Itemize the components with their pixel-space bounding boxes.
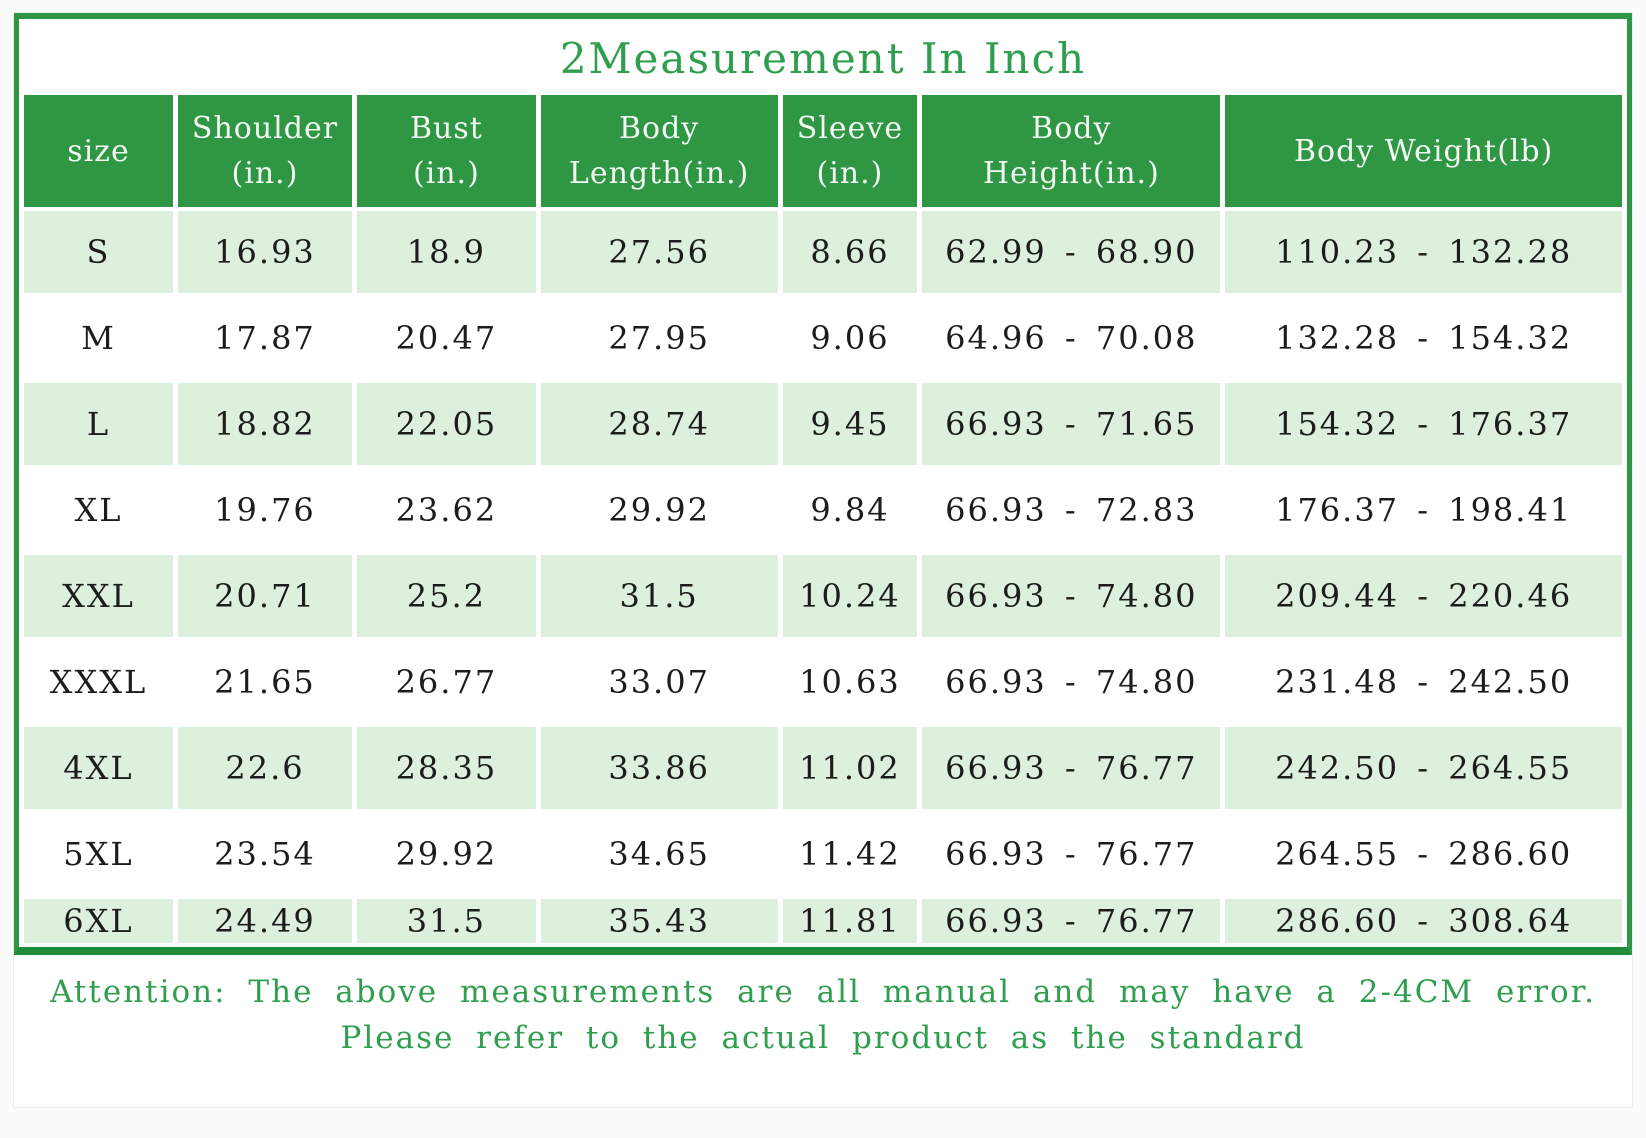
table-row: XXL 20.71 25.2 31.5 10.24 66.93 - 74.80 209.44…	[24, 555, 1622, 637]
value-cell: 64.96 - 70.08	[945, 319, 1198, 357]
value-cell: 29.92	[608, 491, 710, 529]
value-cell: 66.93 - 71.65	[922, 383, 1221, 465]
header-cell-line: Body Weight(lb)	[1293, 133, 1554, 169]
size-chart-card: 2Measurement In Inch size Shoulder (in.) Bu…	[13, 12, 1633, 1108]
header-cell-line: Body	[619, 111, 700, 146]
size-cell: 6XL	[24, 899, 173, 943]
size-cell: L	[24, 383, 173, 465]
value-cell: 33.86	[540, 727, 778, 809]
value-cell: 22.05	[357, 383, 536, 465]
value-cell: 62.99 - 68.90	[922, 211, 1221, 293]
value-cell: 34.65	[608, 835, 710, 873]
value-cell: 16.93	[177, 211, 352, 293]
value-cell: 8.66	[782, 211, 918, 293]
size-cell: XXL	[24, 555, 173, 637]
value-cell: 176.37 - 198.41	[1275, 491, 1573, 529]
value-cell: 154.32 - 176.37	[1225, 383, 1622, 465]
value-cell: 66.93 - 76.77	[922, 727, 1221, 809]
table-row: XL 19.76 23.62 29.92 9.84 66.93 - 72.83 176.37…	[24, 469, 1622, 551]
table-row: M 17.87 20.47 27.95 9.06 64.96 - 70.08 132.28 …	[24, 297, 1622, 379]
table-row: 5XL 23.54 29.92 34.65 11.42 66.93 - 76.77 264.…	[24, 813, 1622, 895]
value-cell: 35.43	[540, 899, 778, 943]
header-cell-line: Body	[1031, 111, 1112, 146]
value-cell: 10.24	[782, 555, 918, 637]
size-cell: 5XL	[63, 835, 134, 873]
value-cell: 231.48 - 242.50	[1275, 663, 1573, 701]
size-cell: XL	[74, 491, 123, 529]
note-line-2: Please refer to the actual product as th…	[340, 1020, 1306, 1056]
value-cell: 23.54	[214, 835, 316, 873]
header-cell-line: size	[67, 133, 130, 169]
value-cell: 66.93 - 76.77	[945, 835, 1198, 873]
header-cell: Body Weight(lb)	[1225, 95, 1622, 207]
header-cell-line: (in.)	[231, 156, 299, 191]
value-cell: 21.65	[214, 663, 316, 701]
value-cell: 20.47	[395, 319, 498, 357]
value-cell: 27.56	[540, 211, 778, 293]
size-cell: M	[81, 319, 116, 357]
value-cell: 17.87	[214, 319, 316, 357]
table-row: XXXL 21.65 26.77 33.07 10.63 66.93 - 74.80 231…	[24, 641, 1622, 723]
table-row: 6XL 24.49 31.5 35.43 11.81 66.93 - 76.77 286.6…	[24, 899, 1622, 943]
header-cell-line: Bust	[409, 111, 483, 146]
value-cell: 22.6	[177, 727, 352, 809]
measurement-table-frame: 2Measurement In Inch size Shoulder (in.) Bu…	[14, 13, 1632, 955]
header-cell-line: Sleeve	[796, 111, 904, 146]
header-cell-line: (in.)	[816, 156, 884, 191]
header-cell-line: Length(in.)	[568, 156, 750, 191]
table-row: L 18.82 22.05 28.74 9.45 66.93 - 71.65 154.32 …	[24, 383, 1622, 465]
value-cell: 286.60 - 308.64	[1225, 899, 1622, 943]
value-cell: 9.84	[810, 491, 890, 529]
header-cell-line: Height(in.)	[982, 156, 1160, 191]
value-cell: 11.81	[782, 899, 918, 943]
table-row: S 16.93 18.9 27.56 8.66 62.99 - 68.90 110.23 -…	[24, 211, 1622, 293]
header-cell-line: Shoulder	[191, 111, 339, 146]
value-cell: 66.93 - 74.80	[945, 663, 1198, 701]
value-cell: 20.71	[177, 555, 352, 637]
value-cell: 66.93 - 76.77	[922, 899, 1221, 943]
value-cell: 19.76	[214, 491, 316, 529]
value-cell: 66.93 - 72.83	[945, 491, 1198, 529]
value-cell: 18.9	[357, 211, 536, 293]
value-cell: 9.45	[782, 383, 918, 465]
header-cell: size	[24, 95, 173, 207]
size-table: size Shoulder (in.) Bust (in.) Body Length(in.…	[19, 91, 1627, 947]
value-cell: 28.74	[540, 383, 778, 465]
value-cell: 27.95	[608, 319, 710, 357]
value-cell: 29.92	[395, 835, 498, 873]
header-cell: Body Height(in.)	[922, 95, 1221, 207]
value-cell: 242.50 - 264.55	[1225, 727, 1622, 809]
value-cell: 31.5	[540, 555, 778, 637]
size-cell: 4XL	[24, 727, 173, 809]
value-cell: 31.5	[357, 899, 536, 943]
value-cell: 28.35	[357, 727, 536, 809]
value-cell: 23.62	[395, 491, 498, 529]
value-cell: 66.93 - 74.80	[922, 555, 1221, 637]
header-cell: Sleeve (in.)	[782, 95, 918, 207]
value-cell: 11.02	[782, 727, 918, 809]
table-row: 4XL 22.6 28.35 33.86 11.02 66.93 - 76.77 242.5…	[24, 727, 1622, 809]
value-cell: 11.42	[799, 835, 901, 873]
size-cell: XXXL	[49, 663, 148, 701]
size-cell: S	[24, 211, 173, 293]
value-cell: 110.23 - 132.28	[1225, 211, 1622, 293]
value-cell: 132.28 - 154.32	[1275, 319, 1573, 357]
header-cell: Body Length(in.)	[540, 95, 778, 207]
header-cell-line: (in.)	[412, 156, 480, 191]
value-cell: 10.63	[799, 663, 901, 701]
value-cell: 264.55 - 286.60	[1275, 835, 1573, 873]
value-cell: 33.07	[608, 663, 710, 701]
value-cell: 18.82	[177, 383, 352, 465]
table-header-row: size Shoulder (in.) Bust (in.) Body Length(in.…	[24, 95, 1622, 207]
chart-title: 2Measurement In Inch	[559, 34, 1087, 83]
attention-note: Attention: The above measurements are al…	[14, 969, 1632, 1061]
value-cell: 26.77	[395, 663, 498, 701]
value-cell: 209.44 - 220.46	[1225, 555, 1622, 637]
value-cell: 24.49	[177, 899, 352, 943]
header-cell: Shoulder (in.)	[177, 95, 352, 207]
note-line-1: Attention: The above measurements are al…	[50, 974, 1596, 1010]
value-cell: 25.2	[357, 555, 536, 637]
header-cell: Bust (in.)	[357, 95, 536, 207]
value-cell: 9.06	[810, 319, 890, 357]
